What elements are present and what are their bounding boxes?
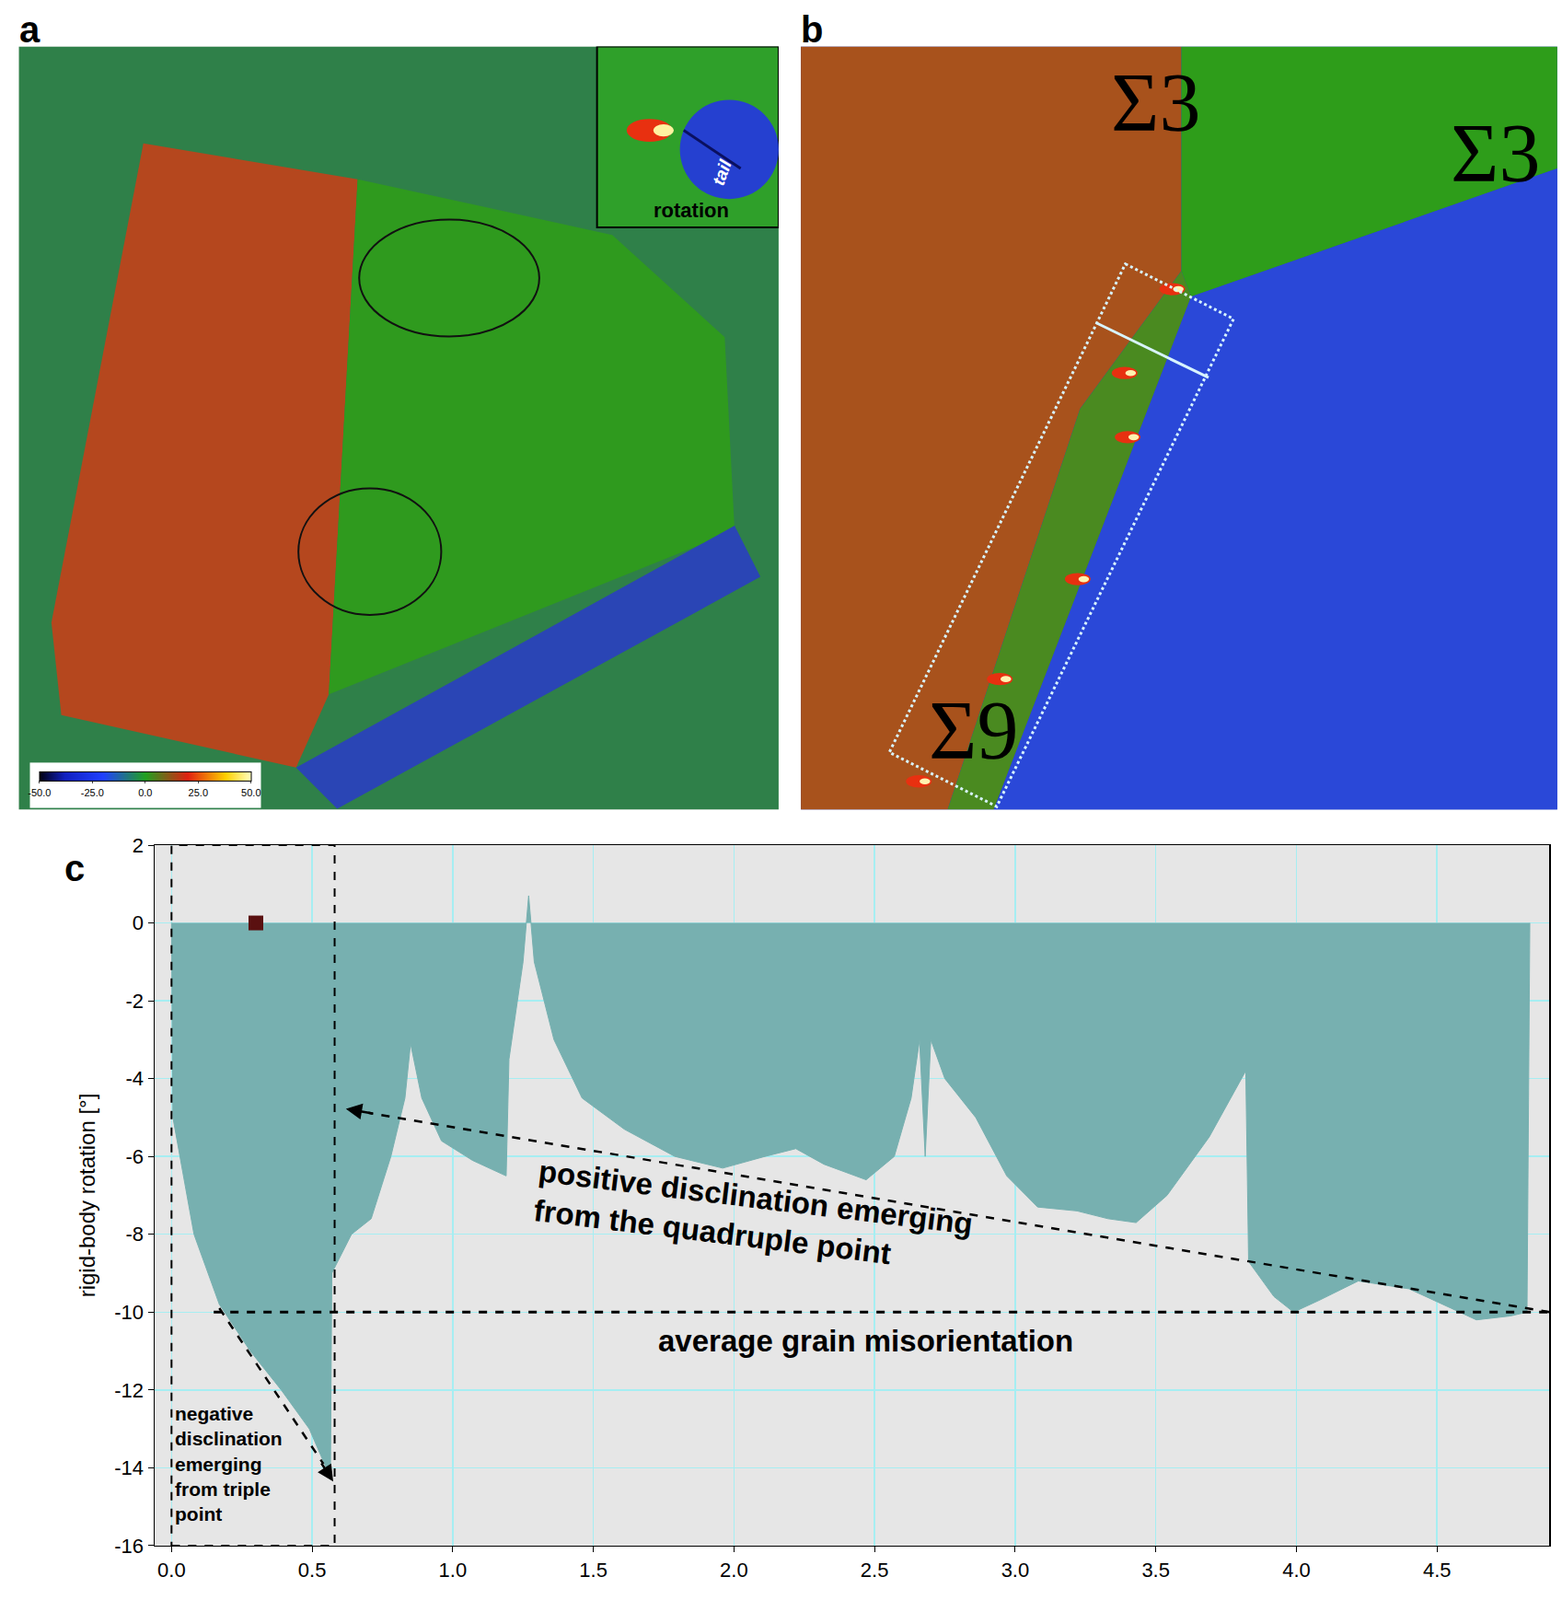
svg-text:a: a <box>19 9 41 50</box>
svg-text:2.5: 2.5 <box>860 1558 890 1582</box>
svg-text:positive disclination emerging: positive disclination emergingfrom the q… <box>532 1153 975 1280</box>
svg-text:-8: -8 <box>126 1222 145 1246</box>
svg-text:-12: -12 <box>114 1378 144 1402</box>
svg-text:1.0: 1.0 <box>439 1558 468 1582</box>
svg-text:-16: -16 <box>114 1534 144 1558</box>
svg-text:0.0: 0.0 <box>157 1558 186 1582</box>
svg-text:average grain misorientation: average grain misorientation <box>658 1323 1074 1358</box>
svg-text:-10: -10 <box>114 1300 144 1324</box>
svg-text:3.0: 3.0 <box>1001 1558 1030 1582</box>
svg-text:Σ3: Σ3 <box>1450 107 1540 199</box>
svg-text:negativedisclinationemergingfr: negativedisclinationemergingfrom triplep… <box>174 1402 283 1525</box>
svg-text:2.0: 2.0 <box>719 1558 749 1582</box>
svg-text:-2: -2 <box>126 989 145 1013</box>
svg-text:2: 2 <box>132 833 144 857</box>
svg-text:Σ3: Σ3 <box>1110 57 1201 149</box>
svg-text:rigid-body rotation [°]: rigid-body rotation [°] <box>74 1093 100 1298</box>
svg-text:-4: -4 <box>126 1066 145 1090</box>
svg-text:25.0: 25.0 <box>188 786 209 799</box>
svg-text:Σ9: Σ9 <box>928 684 1019 776</box>
svg-text:rotation: rotation <box>653 198 729 222</box>
svg-text:4.5: 4.5 <box>1423 1558 1452 1582</box>
svg-text:-14: -14 <box>114 1456 144 1480</box>
svg-text:4.0: 4.0 <box>1282 1558 1311 1582</box>
svg-text:b: b <box>800 9 823 50</box>
svg-text:0.5: 0.5 <box>298 1558 327 1582</box>
svg-text:0: 0 <box>132 911 144 935</box>
svg-text:-50.0: -50.0 <box>27 786 51 799</box>
svg-text:-25.0: -25.0 <box>80 786 105 799</box>
svg-text:50.0: 50.0 <box>241 786 261 799</box>
svg-text:3.5: 3.5 <box>1141 1558 1170 1582</box>
svg-text:1.5: 1.5 <box>578 1558 608 1582</box>
svg-text:c: c <box>64 847 85 889</box>
svg-text:0.0: 0.0 <box>138 786 152 799</box>
svg-text:-6: -6 <box>126 1145 145 1169</box>
svg-text:tail: tail <box>708 156 736 188</box>
